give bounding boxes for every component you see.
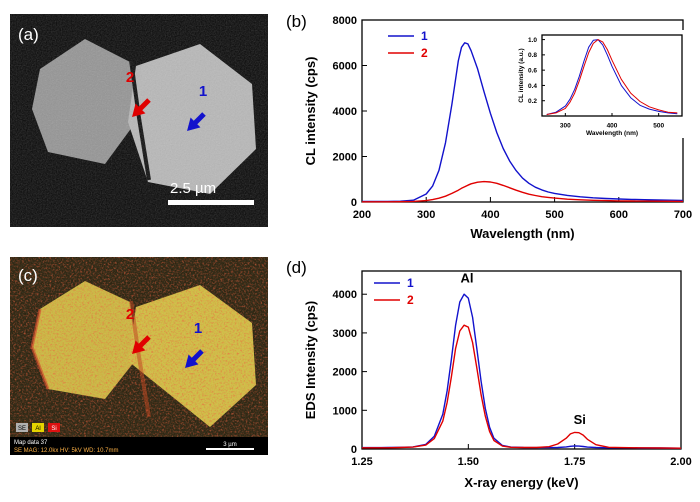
y-tick-label: 0.4 (528, 83, 537, 90)
x-tick-label: 500 (545, 209, 563, 221)
panel-c-marker-2-label: 2 (126, 306, 134, 323)
chip-si-label: Si (51, 426, 56, 432)
x-tick-label: 2.00 (670, 456, 691, 468)
cl-inset-chart: 300 400 500 0.2 0.4 0.6 0.8 1.0 Wavelength (nm) C… (516, 30, 688, 138)
panel-a-scale-bar (168, 200, 254, 205)
eds-footer-scale-label: 3 µm (223, 442, 236, 448)
x-tick-label: 400 (481, 209, 499, 221)
y-tick-label: 1.0 (528, 37, 537, 44)
panel-d-label: (d) (286, 258, 307, 277)
x-tick-label: 1.50 (458, 456, 479, 468)
y-tick-label: 2000 (333, 367, 357, 379)
y-axis-label: CL intensity (cps) (303, 57, 318, 166)
panel-c-marker-1-label: 1 (194, 320, 202, 337)
cl-inset-plot: 300 400 500 0.2 0.4 0.6 0.8 1.0 Wavelength (nm) C… (516, 30, 688, 138)
legend-label-1: 1 (407, 276, 414, 290)
x-tick-label: 300 (560, 123, 571, 130)
y-axis-label: EDS Intensity (cps) (303, 301, 318, 419)
y-axis-label: CL intensity (a.u.) (518, 48, 525, 102)
legend-label-1: 1 (421, 29, 428, 43)
x-tick-label: 600 (610, 209, 628, 221)
x-tick-label: 700 (674, 209, 692, 221)
panel-a: (a) 2 1 2.5 µm (10, 14, 268, 227)
x-tick-label: 300 (417, 209, 435, 221)
legend-label-2: 2 (407, 293, 414, 307)
eds-footer-bar (10, 437, 268, 455)
y-tick-label: 0 (351, 197, 357, 209)
panel-a-label: (a) (18, 25, 39, 44)
y-tick-label: 3000 (333, 328, 357, 340)
y-tick-label: 0 (351, 444, 357, 456)
eds-spectrum-plot: 1.25 1.50 1.75 2.00 0 1000 2000 3000 4000 X-ray e… (303, 270, 692, 490)
x-axis-label: Wavelength (nm) (586, 130, 638, 137)
y-tick-label: 0.6 (528, 67, 537, 74)
eds-footer-scale-bar (206, 448, 254, 450)
sem-image: (a) 2 1 2.5 µm (10, 14, 268, 227)
panel-a-scale-bar-label: 2.5 µm (170, 180, 216, 197)
series-1 (546, 39, 678, 115)
y-tick-label: 1000 (333, 405, 357, 417)
plot-frame (541, 34, 683, 117)
eds-footer-line-1: Map data 37 (14, 440, 48, 446)
x-tick-label: 500 (653, 123, 664, 130)
x-axis-label: Wavelength (nm) (470, 226, 574, 241)
y-tick-label: 0.8 (528, 52, 537, 59)
panel-b-label: (b) (286, 12, 307, 31)
panel-a-marker-2-label: 2 (126, 69, 134, 86)
y-tick-label: 2000 (333, 151, 357, 163)
panel-a-arrow-1-icon (187, 112, 206, 131)
plot-frame (361, 270, 682, 450)
series-2 (362, 180, 684, 203)
panel-c: (c) 2 1 SE Al Si Map data 37 SE MAG: 12.… (10, 257, 268, 455)
y-tick-label: 8000 (333, 15, 357, 27)
panel-a-arrow-2-icon (132, 98, 151, 117)
y-tick-label: 0.2 (528, 98, 537, 105)
x-tick-label: 200 (353, 209, 371, 221)
series-2 (362, 324, 682, 449)
annotation-Al: Al (461, 271, 474, 286)
panel-c-arrow-2-icon (132, 335, 151, 354)
chip-si (48, 423, 60, 432)
annotation-Si: Si (574, 412, 586, 427)
series-1 (362, 42, 684, 203)
panel-c-arrow-1-icon (185, 349, 204, 368)
x-tick-label: 400 (607, 123, 618, 130)
x-tick-label: 1.25 (351, 456, 372, 468)
x-axis-label: X-ray energy (keV) (464, 475, 578, 490)
y-tick-label: 4000 (333, 289, 357, 301)
eds-spectrum-chart: 1.25 1.50 1.75 2.00 0 1000 2000 3000 4000 X-ray e… (303, 270, 692, 490)
chip-se-label: SE (18, 426, 26, 432)
panel-c-label: (c) (18, 266, 38, 285)
chip-al (32, 423, 44, 432)
y-tick-label: 4000 (333, 106, 357, 118)
eds-footer-line-2: SE MAG: 12.0kx HV: 5kV WD: 10.7mm (14, 448, 118, 454)
chip-al-label: Al (35, 426, 40, 432)
series-1 (362, 293, 682, 449)
x-tick-label: 1.75 (564, 456, 585, 468)
sem-noise-overlay (10, 14, 268, 227)
chip-se (16, 423, 28, 432)
eds-map-image: (c) 2 1 SE Al Si Map data 37 SE MAG: 12.… (10, 257, 268, 455)
series-2 (546, 39, 678, 115)
y-tick-label: 6000 (333, 60, 357, 72)
panel-a-marker-1-label: 1 (199, 83, 207, 100)
legend-label-2: 2 (421, 46, 428, 60)
